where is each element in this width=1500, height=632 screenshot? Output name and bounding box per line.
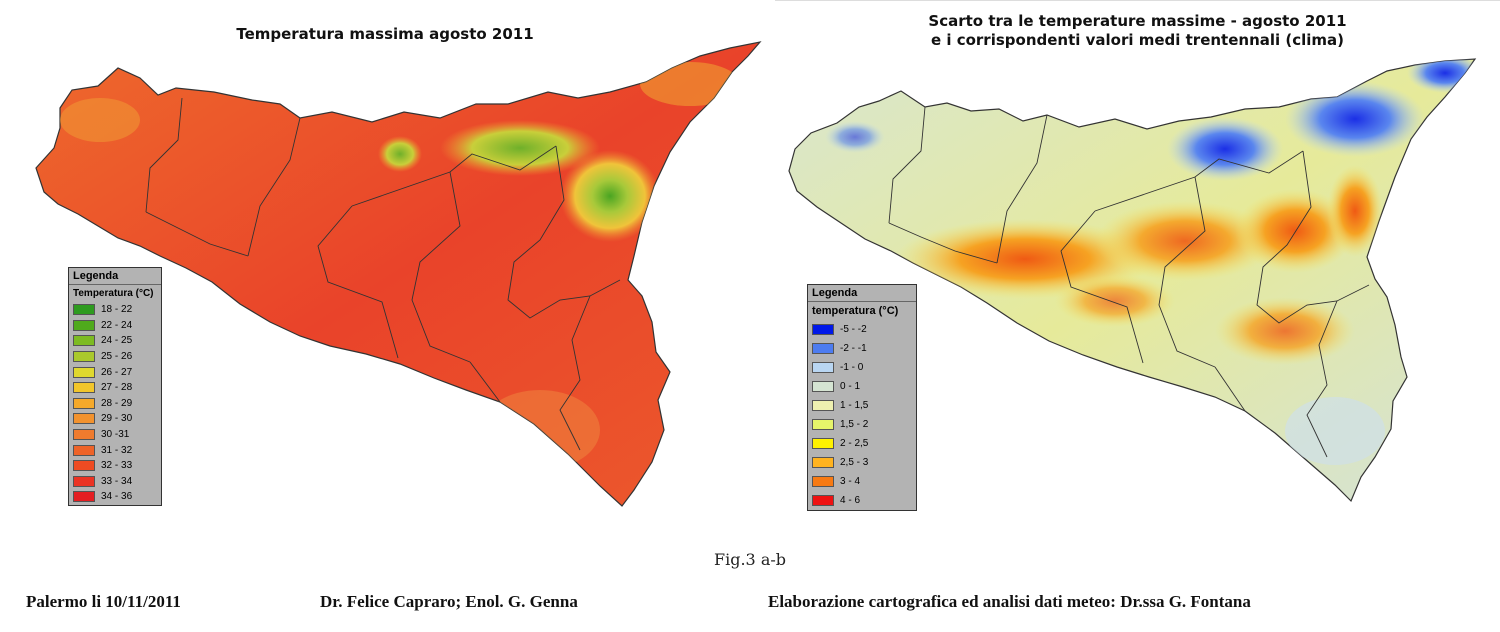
map-a-legend-item: 30 -31 (69, 427, 161, 443)
map-a-legend-swatch (73, 304, 95, 316)
map-b-legend-swatch (812, 495, 834, 506)
map-a-legend-swatch (73, 335, 95, 347)
map-b-legend-item: -5 - -2 (808, 320, 916, 339)
map-b-legend-swatch (812, 381, 834, 392)
map-panel-max-temperature: Temperatura massima agosto 2011 Legenda … (0, 0, 770, 540)
map-a-legend-label: 26 - 27 (101, 366, 133, 378)
footer-credit: Elaborazione cartografica ed analisi dat… (768, 592, 1251, 611)
map-a-legend-swatch (73, 397, 95, 409)
sicily-max-temperature-map (35, 41, 761, 507)
map-b-legend-swatch (812, 324, 834, 335)
map-b-legend-item: 3 - 4 (808, 472, 916, 491)
footer-authors: Dr. Felice Capraro; Enol. G. Genna (320, 592, 578, 611)
map-a-legend-swatch (73, 319, 95, 331)
map-b-legend-item: 2 - 2,5 (808, 434, 916, 453)
map-a-legend-swatch (73, 351, 95, 363)
map-b-legend-swatch (812, 362, 834, 373)
map-a-legend-subtitle: Temperatura (°C) (73, 288, 154, 299)
map-b-legend-item: 2,5 - 3 (808, 453, 916, 472)
map-b-legend-label: 4 - 6 (840, 495, 861, 506)
map-a-legend-label: 27 - 28 (101, 382, 133, 394)
map-a-legend-item: 27 - 28 (69, 380, 161, 396)
map-b-legend-label: -2 - -1 (840, 343, 867, 354)
map-b-legend-label: 1 - 1,5 (840, 400, 869, 411)
map-b-legend-item: 4 - 6 (808, 491, 916, 510)
map-a-legend-label: 30 -31 (101, 429, 130, 441)
map-b-legend-subtitle: temperatura (°C) (812, 305, 899, 317)
map-b-legend-item: 1 - 1,5 (808, 396, 916, 415)
map-a-legend-swatch (73, 460, 95, 472)
map-a-title: Temperatura massima agosto 2011 (236, 25, 534, 43)
map-b-legend-label: 2,5 - 3 (840, 457, 869, 468)
map-b-legend-swatch (812, 457, 834, 468)
map-a-legend-item: 25 - 26 (69, 349, 161, 365)
map-a-legend-item: 28 - 29 (69, 396, 161, 412)
map-a-legend-swatch (73, 444, 95, 456)
map-a-legend-label: 29 - 30 (101, 413, 133, 425)
map-a-legend-label: 24 - 25 (101, 335, 133, 347)
map-a-legend-label: 28 - 29 (101, 397, 133, 409)
sicily-temperature-anomaly-map (788, 58, 1476, 502)
map-b-legend-item: 1,5 - 2 (808, 415, 916, 434)
map-a-legend-label: 31 - 32 (101, 444, 133, 456)
map-b-legend-swatch (812, 419, 834, 430)
map-b-title-line1: Scarto tra le temperature massime - agos… (928, 12, 1347, 30)
map-a-legend-item: 34 - 36 (69, 489, 161, 505)
footer-place-date: Palermo li 10/11/2011 (26, 592, 181, 611)
map-b-legend-swatch (812, 343, 834, 354)
map-b-legend-swatch (812, 476, 834, 487)
figure-caption: Fig.3 a-b (714, 550, 786, 569)
map-b-title: Scarto tra le temperature massime - agos… (775, 12, 1500, 50)
map-a-legend-item: 18 - 22 (69, 302, 161, 318)
map-a-legend-item: 33 - 34 (69, 474, 161, 490)
map-a-legend-label: 18 - 22 (101, 304, 133, 316)
map-a-legend-item: 29 - 30 (69, 411, 161, 427)
map-b-legend-item: -2 - -1 (808, 339, 916, 358)
map-b-legend-label: 1,5 - 2 (840, 419, 869, 430)
map-a-legend: Legenda Temperatura (°C) 18 - 22 22 - 24 2… (68, 267, 162, 506)
map-b-legend-label: 2 - 2,5 (840, 438, 869, 449)
map-b-legend-item: 0 - 1 (808, 377, 916, 396)
map-b-legend-swatch (812, 438, 834, 449)
map-b-legend-label: 3 - 4 (840, 476, 861, 487)
map-a-legend-item: 32 - 33 (69, 458, 161, 474)
map-panel-temperature-anomaly: Scarto tra le temperature massime - agos… (775, 0, 1500, 541)
map-b-legend-label: -5 - -2 (840, 324, 867, 335)
map-b-legend: Legenda temperatura (°C) -5 - -2 -2 - -1 -… (807, 284, 917, 511)
map-b-legend-label: -1 - 0 (840, 362, 864, 373)
map-a-legend-swatch (73, 366, 95, 378)
map-a-legend-swatch (73, 382, 95, 394)
map-b-title-line2: e i corrispondenti valori medi trentenna… (930, 31, 1345, 49)
map-b-legend-title: Legenda (808, 285, 916, 302)
map-b-legend-item: -1 - 0 (808, 358, 916, 377)
map-a-legend-label: 33 - 34 (101, 475, 133, 487)
map-a-legend-label: 22 - 24 (101, 319, 133, 331)
map-b-legend-label: 0 - 1 (840, 381, 861, 392)
map-a-legend-item: 22 - 24 (69, 318, 161, 334)
map-a-legend-swatch (73, 413, 95, 425)
map-b-legend-swatch (812, 400, 834, 411)
map-a-legend-swatch (73, 429, 95, 441)
map-a-legend-item: 31 - 32 (69, 442, 161, 458)
map-a-legend-swatch (73, 475, 95, 487)
map-a-legend-label: 34 - 36 (101, 491, 133, 503)
map-a-legend-label: 25 - 26 (101, 351, 133, 363)
map-a-legend-label: 32 - 33 (101, 460, 133, 472)
map-a-legend-title: Legenda (69, 268, 161, 285)
map-a-legend-swatch (73, 491, 95, 503)
map-a-legend-item: 24 - 25 (69, 333, 161, 349)
map-a-legend-item: 26 - 27 (69, 364, 161, 380)
